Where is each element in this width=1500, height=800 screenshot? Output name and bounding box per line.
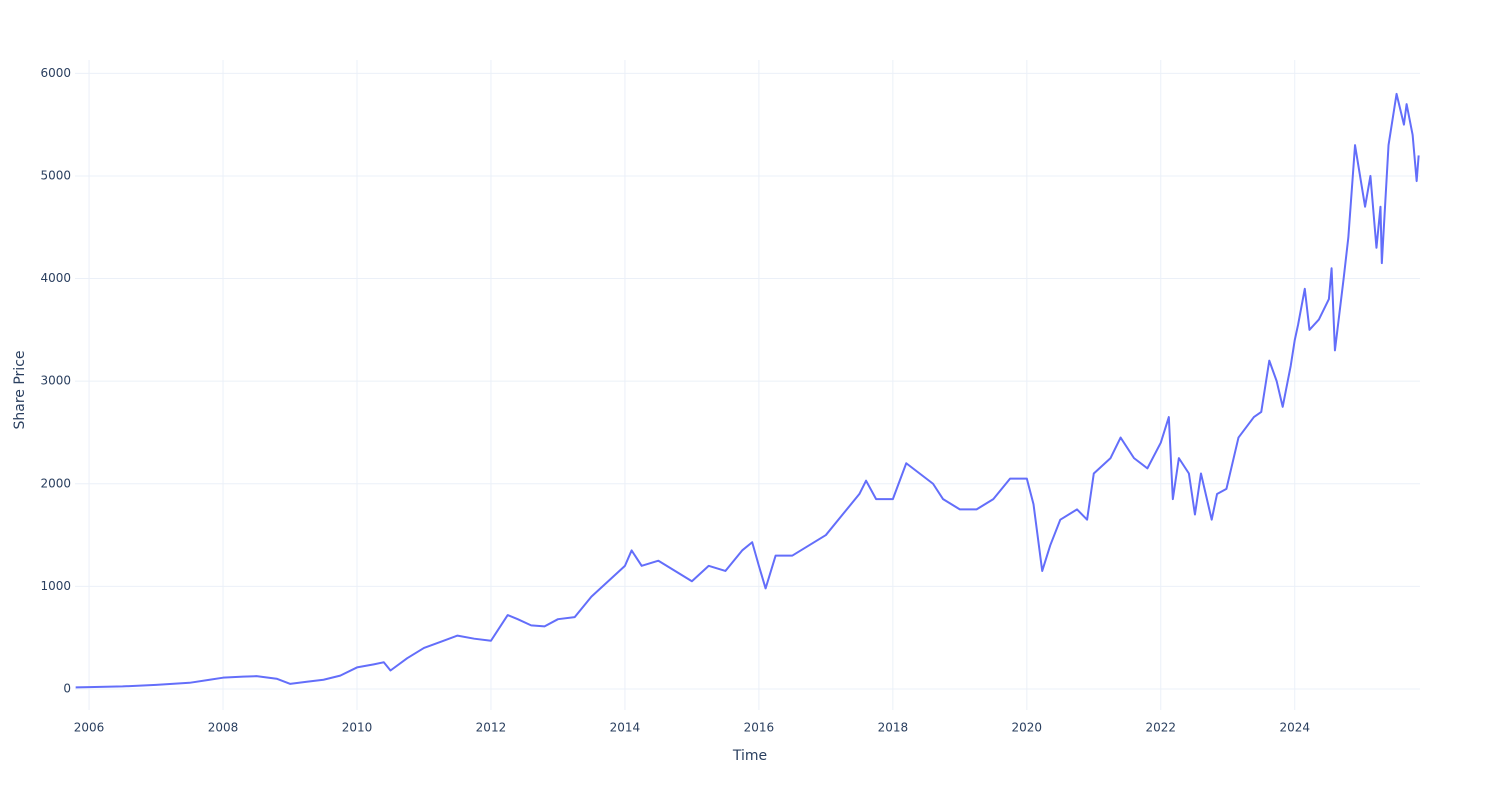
y-tick-label: 3000 <box>40 374 71 388</box>
x-tick-label: 2018 <box>878 721 909 735</box>
y-tick-label: 2000 <box>40 476 71 490</box>
y-tick-label: 6000 <box>40 66 71 80</box>
y-tick-label: 0 <box>63 681 71 695</box>
x-tick-label: 2014 <box>610 721 641 735</box>
x-tick-label: 2010 <box>342 721 373 735</box>
y-tick-label: 5000 <box>40 168 71 182</box>
x-tick-label: 2024 <box>1279 721 1310 735</box>
y-tick-label: 1000 <box>40 579 71 593</box>
x-tick-label: 2020 <box>1012 721 1043 735</box>
x-tick-label: 2016 <box>744 721 775 735</box>
y-axis-title: Share Price <box>12 350 28 429</box>
x-tick-label: 2008 <box>208 721 239 735</box>
x-tick-label: 2012 <box>476 721 507 735</box>
price-line <box>75 92 1420 689</box>
x-tick-label: 2022 <box>1146 721 1177 735</box>
x-axis-title: Time <box>732 748 767 764</box>
y-tick-label: 4000 <box>40 271 71 285</box>
x-tick-label: 2006 <box>74 721 105 735</box>
